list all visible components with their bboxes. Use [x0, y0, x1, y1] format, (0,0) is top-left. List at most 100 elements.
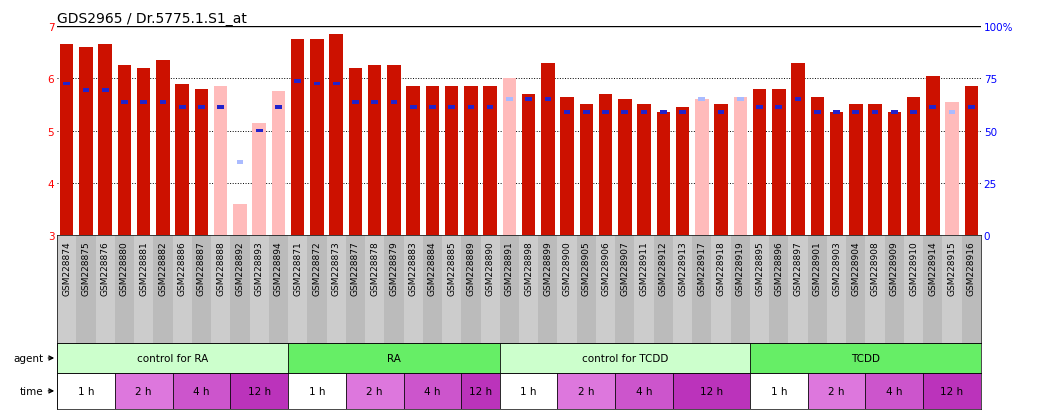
- Bar: [866, 236, 884, 343]
- Bar: [791, 64, 804, 236]
- Bar: [539, 236, 557, 343]
- Bar: [461, 373, 499, 409]
- Bar: [557, 373, 616, 409]
- Bar: [602, 111, 609, 115]
- Text: 2 h: 2 h: [135, 386, 152, 396]
- Text: GSM228911: GSM228911: [639, 241, 649, 296]
- Bar: [448, 106, 455, 109]
- Bar: [814, 111, 821, 115]
- Bar: [95, 236, 115, 343]
- Text: GSM228914: GSM228914: [928, 241, 937, 296]
- Bar: [211, 236, 230, 343]
- Text: GSM228910: GSM228910: [909, 241, 918, 296]
- Text: 12 h: 12 h: [700, 386, 723, 396]
- Bar: [60, 45, 74, 236]
- Text: GSM228890: GSM228890: [486, 241, 495, 296]
- Bar: [561, 97, 574, 236]
- Text: GSM228885: GSM228885: [447, 241, 456, 296]
- Bar: [333, 83, 339, 86]
- Bar: [699, 98, 705, 102]
- Text: GSM228915: GSM228915: [948, 241, 957, 296]
- Text: GSM228897: GSM228897: [794, 241, 802, 296]
- Bar: [622, 111, 628, 115]
- Bar: [252, 123, 266, 236]
- Bar: [269, 236, 288, 343]
- Bar: [884, 236, 904, 343]
- Bar: [445, 87, 459, 236]
- Bar: [618, 100, 631, 236]
- Text: 4 h: 4 h: [425, 386, 441, 396]
- Bar: [329, 35, 343, 236]
- Bar: [499, 236, 519, 343]
- Bar: [83, 89, 89, 93]
- Bar: [749, 343, 981, 373]
- Bar: [695, 100, 709, 236]
- Bar: [811, 97, 824, 236]
- Text: GDS2965 / Dr.5775.1.S1_at: GDS2965 / Dr.5775.1.S1_at: [57, 12, 247, 26]
- Bar: [564, 111, 571, 115]
- Bar: [137, 69, 151, 236]
- Bar: [249, 236, 269, 343]
- Bar: [522, 95, 536, 236]
- Bar: [887, 113, 901, 236]
- Bar: [961, 236, 981, 343]
- Bar: [846, 236, 866, 343]
- Bar: [307, 236, 327, 343]
- Bar: [714, 105, 728, 236]
- Bar: [230, 236, 249, 343]
- Bar: [192, 236, 211, 343]
- Bar: [275, 106, 281, 109]
- Text: GSM228912: GSM228912: [659, 241, 667, 296]
- Text: GSM228892: GSM228892: [236, 241, 244, 296]
- Bar: [637, 105, 651, 236]
- Bar: [140, 101, 147, 104]
- Bar: [753, 90, 766, 236]
- Bar: [519, 236, 539, 343]
- Text: GSM228880: GSM228880: [120, 241, 129, 296]
- Bar: [387, 66, 401, 236]
- Bar: [172, 236, 192, 343]
- Bar: [179, 106, 186, 109]
- Text: GSM228875: GSM228875: [81, 241, 90, 296]
- Bar: [775, 106, 783, 109]
- Bar: [288, 343, 499, 373]
- Bar: [121, 101, 128, 104]
- Bar: [464, 87, 477, 236]
- Bar: [545, 98, 551, 102]
- Bar: [789, 236, 808, 343]
- Bar: [384, 236, 404, 343]
- Bar: [616, 373, 673, 409]
- Bar: [77, 236, 95, 343]
- Bar: [506, 98, 513, 102]
- Bar: [484, 87, 497, 236]
- Text: GSM228888: GSM228888: [216, 241, 225, 296]
- Bar: [404, 373, 461, 409]
- Text: GSM228901: GSM228901: [813, 241, 822, 296]
- Bar: [949, 111, 955, 115]
- Text: GSM228891: GSM228891: [504, 241, 514, 296]
- Bar: [288, 236, 307, 343]
- Bar: [946, 102, 959, 236]
- Bar: [63, 83, 71, 86]
- Text: RA: RA: [387, 353, 401, 363]
- Bar: [717, 111, 725, 115]
- Bar: [502, 79, 516, 236]
- Bar: [772, 90, 786, 236]
- Text: GSM228905: GSM228905: [582, 241, 591, 296]
- Bar: [657, 113, 671, 236]
- Bar: [346, 236, 365, 343]
- Bar: [175, 84, 189, 236]
- Bar: [214, 87, 227, 236]
- Bar: [365, 236, 384, 343]
- Bar: [795, 98, 801, 102]
- Bar: [869, 105, 882, 236]
- Bar: [769, 236, 789, 343]
- Text: GSM228913: GSM228913: [678, 241, 687, 296]
- Text: GSM228887: GSM228887: [197, 241, 206, 296]
- Bar: [295, 80, 301, 83]
- Text: GSM228916: GSM228916: [966, 241, 976, 296]
- Text: GSM228919: GSM228919: [736, 241, 745, 296]
- Bar: [654, 236, 673, 343]
- Bar: [349, 69, 362, 236]
- Bar: [372, 101, 378, 104]
